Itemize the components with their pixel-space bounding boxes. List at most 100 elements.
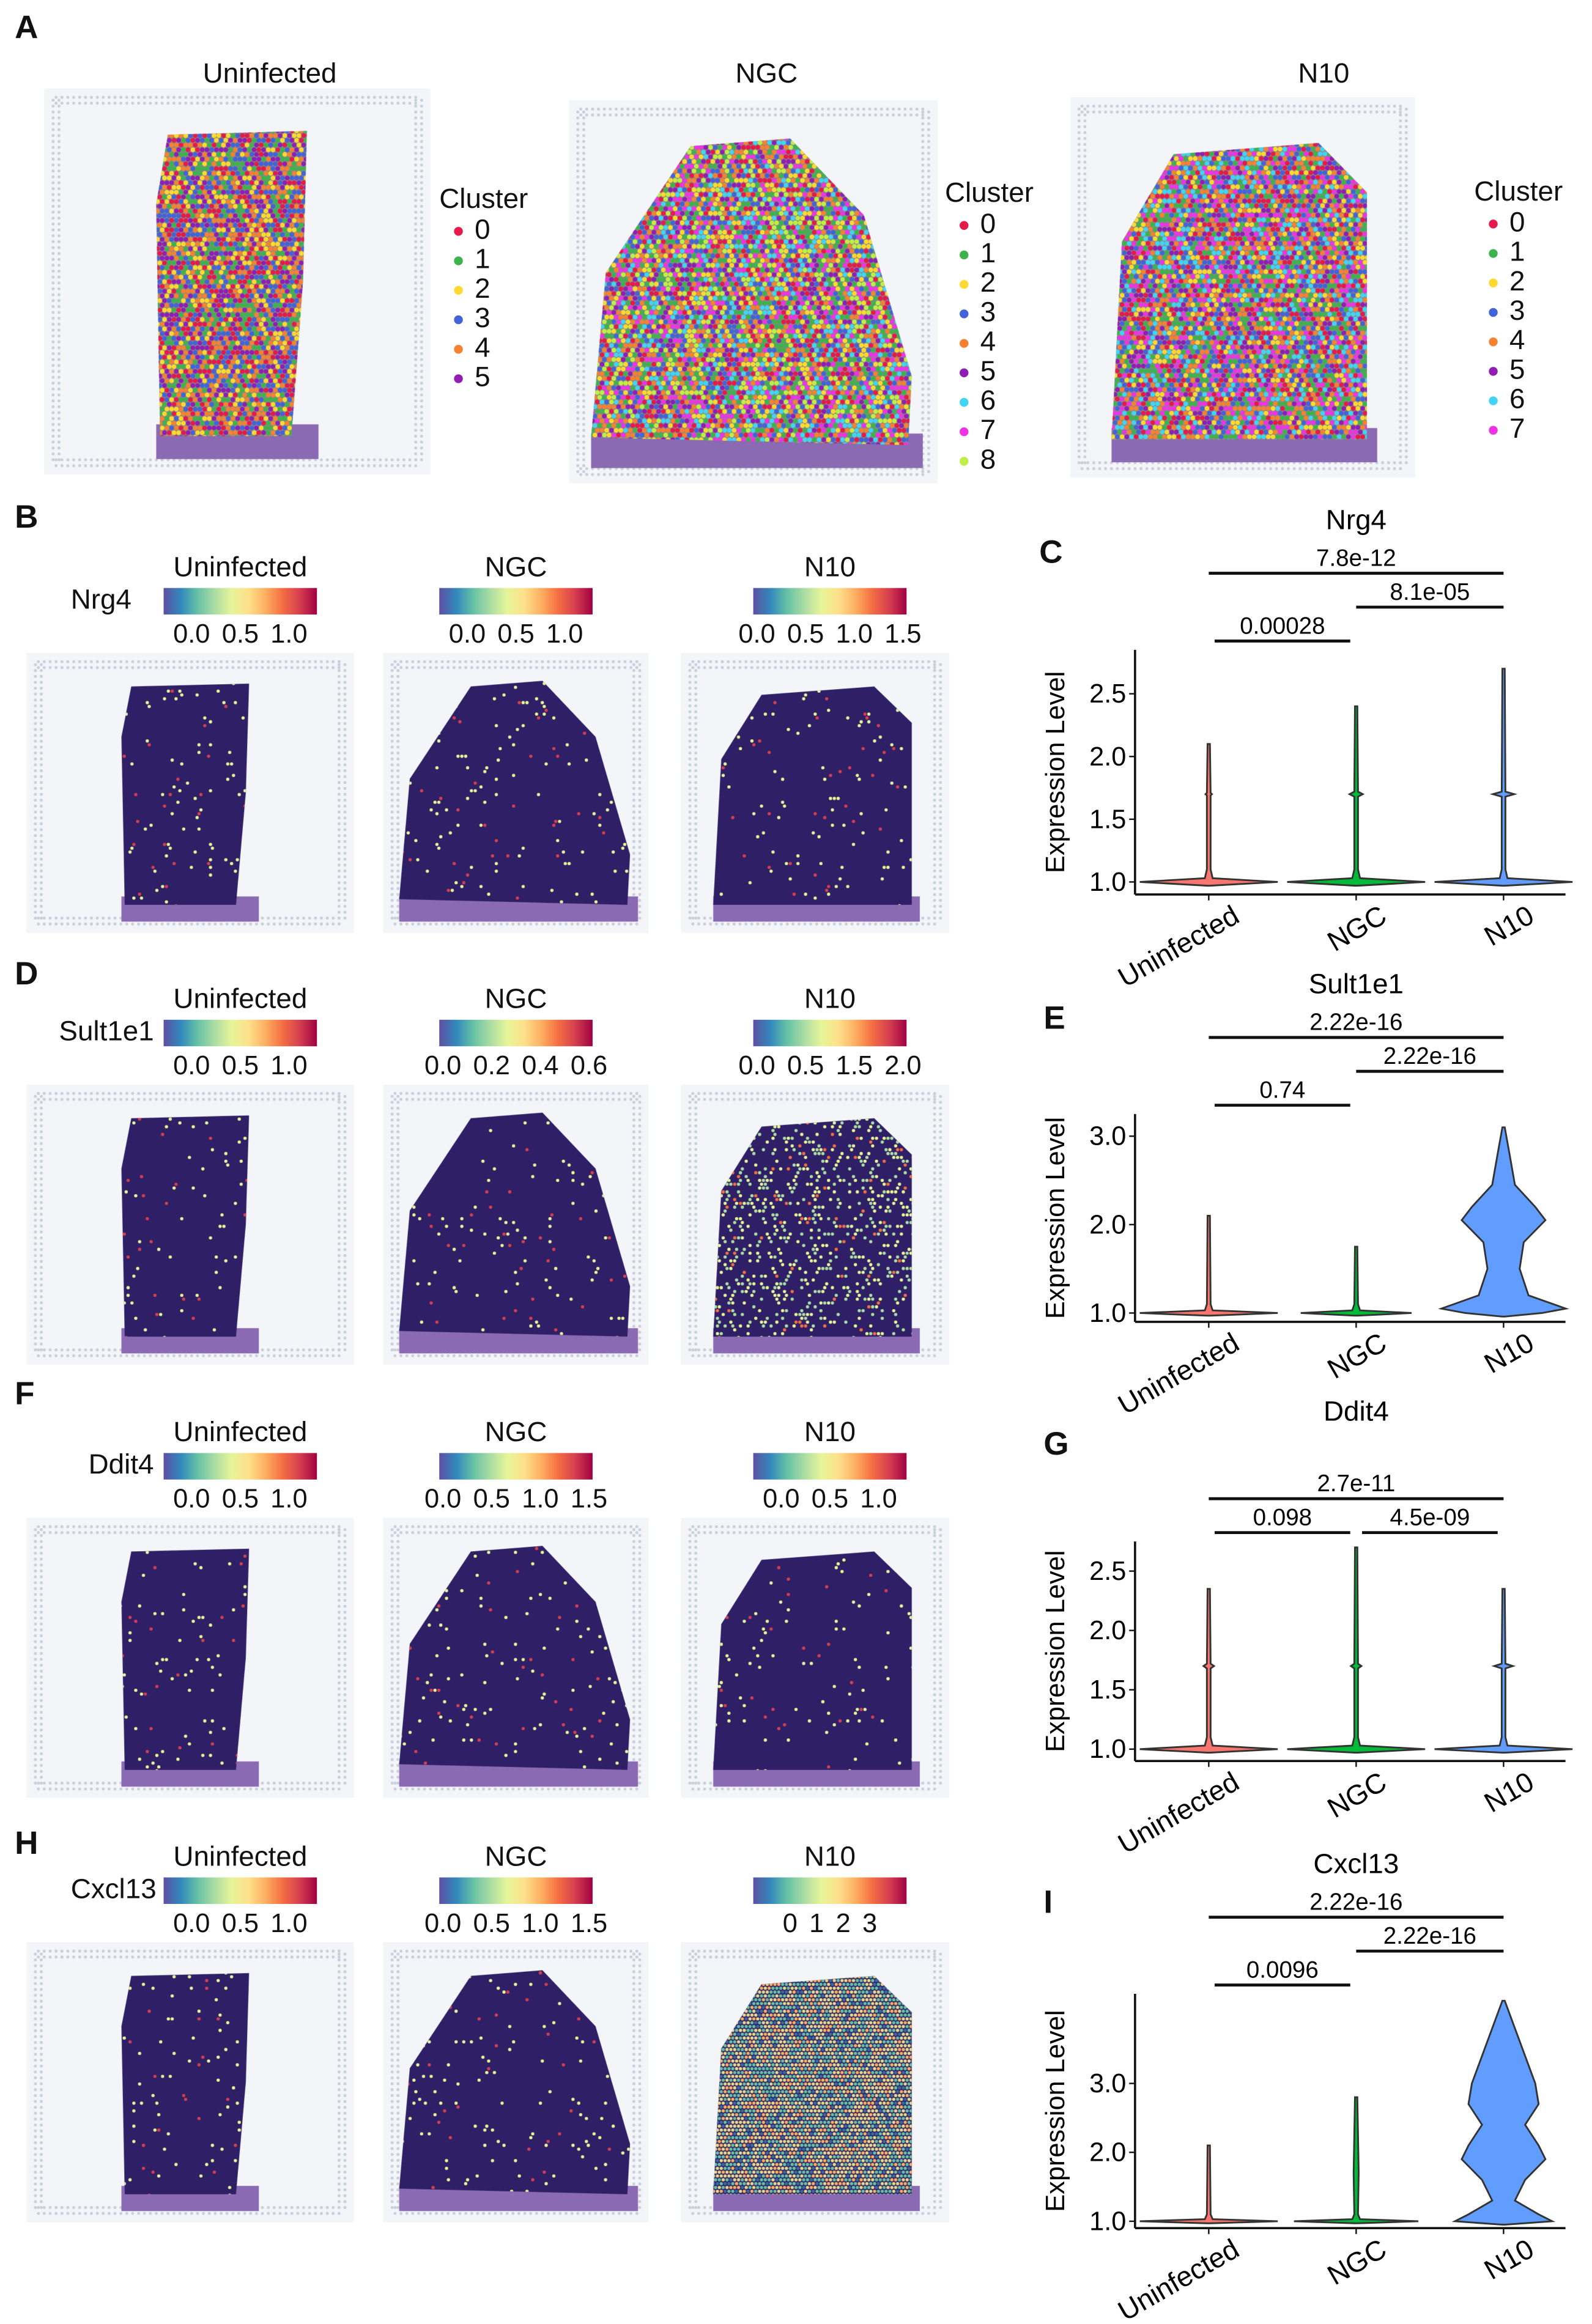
- colorbar-tick: 0.0: [738, 619, 776, 649]
- violin-plot: Ddit4 0.098 4.5e-09 2.7e-11 1.0 1.5 2.0 2.5 Expr…: [1041, 1395, 1573, 1860]
- cluster-title-n10: N10: [1298, 59, 1350, 90]
- legend-swatch: [454, 374, 463, 383]
- legend-item: 3: [945, 298, 1034, 328]
- violin-n10: [1434, 1588, 1573, 1754]
- panel-label-g: G: [1043, 1425, 1069, 1462]
- colorbar-tick: 1.5: [570, 1484, 608, 1514]
- expression-tissue: [383, 1942, 649, 2223]
- legend-swatch: [1489, 308, 1498, 317]
- cluster-legend-uninfected: Cluster 0 1 2 3 4 5: [439, 184, 528, 393]
- legend-label: 7: [980, 415, 996, 447]
- colorbar-tick: 0.0: [424, 1050, 462, 1080]
- panel-label-d: D: [15, 954, 39, 992]
- colorbar-tick: 1.5: [884, 619, 922, 649]
- colorbar-tick: 0.5: [221, 1484, 259, 1514]
- colorbar-tick: 0.5: [221, 1050, 259, 1080]
- sample-title: Uninfected: [173, 552, 308, 584]
- y-tick-label: 1.0: [1089, 2207, 1126, 2236]
- y-axis-label: Expression Level: [1041, 1550, 1070, 1752]
- colorbar-tick: 0.0: [763, 1484, 800, 1514]
- chart-title: Nrg4: [1326, 504, 1387, 535]
- violin-n10: [1438, 1126, 1569, 1318]
- legend-swatch: [454, 286, 463, 295]
- p-value-label: 0.00028: [1240, 613, 1325, 639]
- legend-label: 2: [1509, 267, 1525, 298]
- legend-swatch: [454, 344, 463, 354]
- y-tick-label: 1.0: [1089, 1299, 1126, 1328]
- expression-tissue: [681, 1518, 950, 1798]
- expression-tissue: [383, 652, 649, 933]
- y-tick-label: 2.0: [1089, 1616, 1126, 1645]
- colorbar-tick: 1.0: [835, 619, 873, 649]
- colorbar-tick: 0.5: [811, 1484, 849, 1514]
- cluster-title-uninfected: Uninfected: [202, 59, 337, 90]
- legend-swatch: [960, 368, 969, 378]
- legend-label: 2: [980, 268, 996, 300]
- colorbar-ticks: 0.0 0.5 1.0 1.5: [738, 619, 921, 650]
- p-value-label: 8.1e-05: [1390, 579, 1470, 605]
- legend-label: 1: [980, 238, 996, 270]
- violin-ngc: [1294, 2096, 1419, 2224]
- colorbar-tick: 0.0: [173, 1908, 210, 1938]
- colorbar-ticks: 0.0 0.5 1.0: [173, 1908, 308, 1939]
- legend-label: 5: [1509, 355, 1525, 386]
- colorbar-tick: 0.0: [424, 1908, 462, 1938]
- violin-plot: Sult1e1 0.74 2.22e-16 2.22e-16 1.0 2.0 3.0 Expr…: [1041, 968, 1569, 1420]
- legend-label: 3: [475, 303, 491, 335]
- cluster-legend-ngc: Cluster 0 1 2 3 4 5 6 7 8: [945, 179, 1034, 476]
- expression-tissue: [681, 1942, 950, 2223]
- colorbar-tick: 0.2: [473, 1050, 510, 1080]
- legend-swatch: [1489, 249, 1498, 258]
- legend-label: 5: [980, 356, 996, 388]
- colorbar-tick: 1.0: [860, 1484, 897, 1514]
- colorbar: [439, 1019, 593, 1047]
- gene-label: Ddit4: [88, 1450, 154, 1481]
- colorbar-tick: 1.0: [270, 619, 308, 649]
- legend-item: 2: [439, 275, 528, 305]
- cluster-tissue-n10: [1070, 97, 1415, 478]
- gene-label: Sult1e1: [59, 1017, 154, 1048]
- cluster-tissue-ngc: [569, 100, 938, 484]
- legend-label: 3: [1509, 296, 1525, 328]
- colorbar-tick: 1.0: [270, 1050, 308, 1080]
- violin-n10: [1434, 668, 1573, 887]
- legend-label: 1: [475, 245, 491, 276]
- colorbar-tick: 1.0: [270, 1484, 308, 1514]
- y-tick-label: 2.5: [1089, 679, 1126, 709]
- colorbar-ticks: 0.0 0.5 1.0: [173, 1484, 308, 1515]
- sample-title: NGC: [484, 984, 547, 1016]
- p-value-label: 0.098: [1253, 1505, 1312, 1531]
- legend-item: 3: [1474, 296, 1563, 328]
- expression-tissue: [383, 1084, 649, 1365]
- violin-n10: [1451, 1999, 1556, 2226]
- legend-item: 1: [1474, 238, 1563, 268]
- legend-item: 7: [1474, 415, 1563, 445]
- colorbar: [753, 1019, 907, 1047]
- y-tick-label: 2.0: [1089, 742, 1126, 772]
- colorbar: [163, 1453, 317, 1480]
- legend-swatch: [960, 250, 969, 260]
- legend-swatch: [1489, 367, 1498, 376]
- p-value-label: 4.5e-09: [1390, 1505, 1470, 1531]
- colorbar-tick: 0.5: [473, 1484, 510, 1514]
- expression-tissue: [681, 652, 950, 933]
- sample-title: N10: [804, 984, 856, 1016]
- cluster-legend-n10: Cluster 0 1 2 3 4 5 6 7: [1474, 177, 1563, 445]
- colorbar-tick: 1.5: [570, 1908, 608, 1938]
- violin-ngc: [1300, 1245, 1412, 1317]
- legend-swatch: [960, 221, 969, 230]
- p-value-label: 2.22e-16: [1383, 1043, 1476, 1069]
- legend-title: Cluster: [1474, 177, 1563, 208]
- colorbar-tick: 1.0: [522, 1908, 559, 1938]
- y-tick-label: 2.0: [1089, 2138, 1126, 2167]
- p-value-label: 7.8e-12: [1316, 545, 1396, 572]
- y-axis-label: Expression Level: [1041, 2010, 1070, 2211]
- legend-label: 0: [1509, 207, 1525, 239]
- violin-uninfected: [1139, 1214, 1278, 1317]
- legend-swatch: [454, 256, 463, 265]
- x-tick-label: N10: [1479, 2233, 1539, 2285]
- chart-title: Cxcl13: [1313, 1848, 1399, 1879]
- panel-label-b: B: [15, 498, 39, 535]
- legend-item: 0: [1474, 207, 1563, 239]
